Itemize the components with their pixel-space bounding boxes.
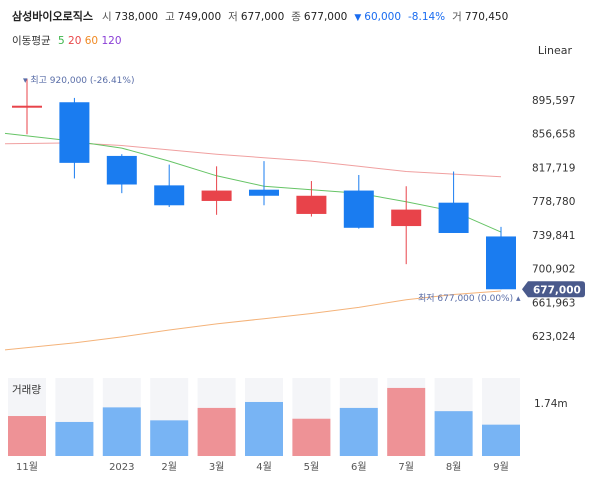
volume-bar[interactable] xyxy=(292,418,331,456)
candle-body[interactable] xyxy=(486,236,516,290)
x-tick-label: 11월 xyxy=(16,461,38,473)
ma-120-label: 120 xyxy=(101,35,122,47)
volume-label: 거 xyxy=(452,11,462,23)
candle-body[interactable] xyxy=(106,155,137,185)
candle-body[interactable] xyxy=(12,105,42,108)
volume-bar[interactable] xyxy=(8,416,46,456)
x-tick-label: 8월 xyxy=(446,461,462,473)
y-tick-label: 661,963 xyxy=(532,297,575,309)
x-tick-label: 2023 xyxy=(109,462,134,473)
volume-panel-title: 거래량 xyxy=(12,384,41,396)
change-value: 60,000 xyxy=(364,11,402,23)
current-price-label: 677,000 xyxy=(533,284,581,296)
ma-20-label: 20 xyxy=(68,35,82,47)
x-tick-label: 2월 xyxy=(161,461,177,473)
volume-bar[interactable] xyxy=(55,421,94,456)
scale-mode-toggle[interactable]: Linear xyxy=(537,44,572,57)
close-label: 종 xyxy=(291,11,301,23)
y-tick-label: 623,024 xyxy=(532,331,576,343)
ma-5-label: 5 xyxy=(57,35,65,47)
high-value: 749,000 xyxy=(177,11,222,23)
low-label: 저 xyxy=(228,11,238,23)
low-value: 677,000 xyxy=(240,11,285,23)
volume-bar[interactable] xyxy=(245,401,283,456)
open-label: 시 xyxy=(101,11,112,23)
candle-body[interactable] xyxy=(296,195,327,214)
volume-bar[interactable] xyxy=(102,407,141,456)
x-tick-label: 9월 xyxy=(493,461,509,473)
moving-average-title: 이동평균 xyxy=(12,35,51,47)
volume-bar[interactable] xyxy=(482,424,520,456)
candle-body[interactable] xyxy=(438,202,469,233)
candle-body[interactable] xyxy=(391,209,422,227)
x-tick-label: 5월 xyxy=(304,461,320,473)
ma-60-label: 60 xyxy=(84,35,99,47)
volume-axis-label: 1.74m xyxy=(534,398,568,410)
volume-bar[interactable] xyxy=(434,411,473,456)
candle-body[interactable] xyxy=(343,190,374,228)
volume-bar[interactable] xyxy=(387,387,426,456)
y-tick-label: 739,841 xyxy=(532,230,575,242)
y-tick-label: 778,780 xyxy=(532,196,575,208)
moving-average-legend[interactable]: 이동평균 5 20 60 120 xyxy=(12,33,122,48)
low-annotation: 최저 677,000 (0.00%) ▴ xyxy=(418,293,521,304)
candle-body[interactable] xyxy=(59,102,90,163)
y-tick-label: 817,719 xyxy=(532,162,575,174)
candle-body[interactable] xyxy=(154,185,185,206)
stock-name: 삼성바이오로직스 xyxy=(12,10,93,23)
volume-bar[interactable] xyxy=(150,420,189,456)
candle-body[interactable] xyxy=(249,189,279,196)
close-value: 677,000 xyxy=(303,11,348,23)
ma-60-line xyxy=(4,290,502,351)
y-tick-label: 895,597 xyxy=(532,95,575,107)
x-tick-label: 3월 xyxy=(209,461,225,473)
volume-bar[interactable] xyxy=(197,407,236,456)
volume-value: 770,450 xyxy=(464,11,509,23)
current-price-tag xyxy=(522,281,585,298)
candle-body[interactable] xyxy=(201,190,232,201)
price-header: 삼성바이오로직스 시 738,000 고 749,000 저 677,000 종… xyxy=(12,8,512,24)
y-tick-label: 856,658 xyxy=(532,129,575,141)
change-percent: -8.14% xyxy=(408,11,446,23)
high-annotation: ▾ 최고 920,000 (-26.41%) xyxy=(23,75,134,86)
y-tick-label: 700,902 xyxy=(532,264,575,276)
high-label: 고 xyxy=(165,11,175,23)
open-value: 738,000 xyxy=(114,11,159,23)
x-tick-label: 6월 xyxy=(351,461,367,473)
down-arrow-icon: ▼ xyxy=(354,13,362,23)
volume-bar[interactable] xyxy=(339,407,378,456)
x-tick-label: 7월 xyxy=(398,461,414,473)
x-tick-label: 4월 xyxy=(256,461,272,473)
ma-20-line xyxy=(4,142,502,178)
